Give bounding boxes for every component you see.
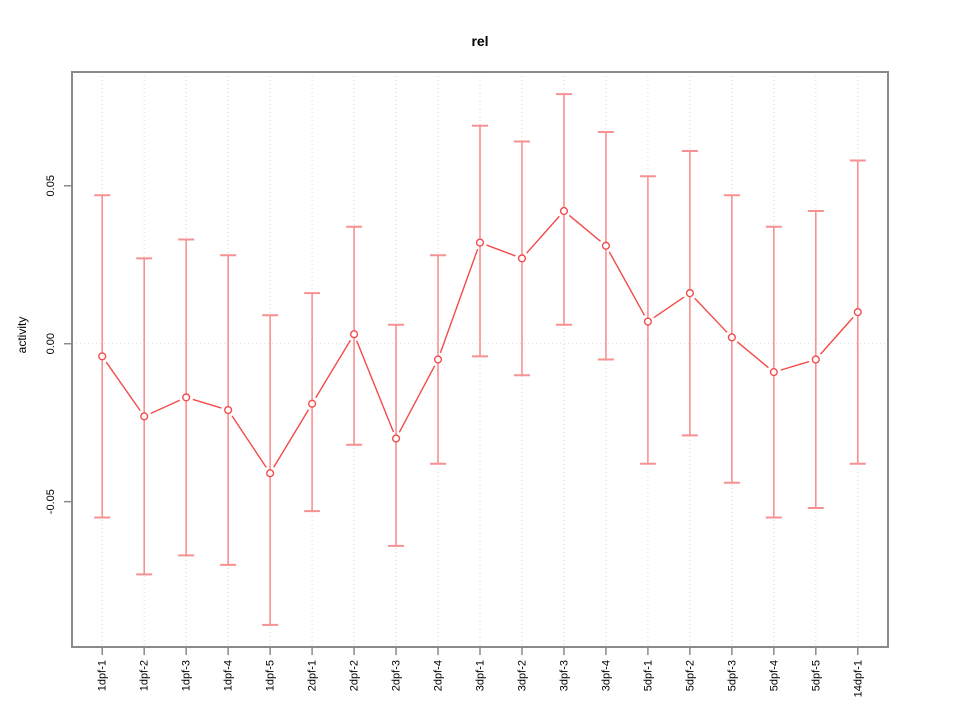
series-segment <box>192 398 222 409</box>
data-point <box>727 333 736 342</box>
data-point <box>769 368 778 377</box>
x-tick-label: 2dpf-3 <box>391 660 403 691</box>
x-tick-label: 1dpf-2 <box>139 660 151 691</box>
x-tick-label: 5dpf-2 <box>684 660 696 691</box>
data-point <box>182 393 191 402</box>
x-tick-label: 3dpf-3 <box>558 660 570 691</box>
x-tick-label: 1dpf-3 <box>181 660 193 691</box>
series-segment <box>150 399 181 415</box>
series-segment <box>526 215 560 254</box>
data-point <box>307 399 317 408</box>
y-tick-label: -0.05 <box>45 489 57 514</box>
x-tick-label: 1dpf-5 <box>265 660 277 691</box>
x-tick-label: 5dpf-1 <box>642 660 654 691</box>
series-segment <box>398 365 436 433</box>
series-segment <box>736 341 769 369</box>
series-segment <box>486 244 516 257</box>
x-tick-label: 2dpf-4 <box>433 660 445 691</box>
data-point <box>643 317 653 326</box>
x-tick-label: 14dpf-1 <box>852 660 864 697</box>
x-tick-label: 3dpf-4 <box>600 660 612 691</box>
x-tick-label: 3dpf-2 <box>516 660 528 691</box>
data-point <box>140 412 149 421</box>
data-point <box>475 238 485 247</box>
x-tick-label: 1dpf-4 <box>223 660 235 691</box>
data-point <box>98 352 107 361</box>
series-segment <box>439 248 479 354</box>
x-tick-label: 5dpf-4 <box>768 660 780 691</box>
data-point <box>811 355 820 364</box>
data-point <box>517 254 527 263</box>
y-tick-label: 0.00 <box>45 333 57 354</box>
data-point <box>433 355 443 364</box>
data-point <box>559 206 569 216</box>
x-tick-label: 3dpf-1 <box>475 660 487 691</box>
series-segment <box>608 251 646 316</box>
x-tick-label: 5dpf-3 <box>726 660 738 691</box>
data-point <box>266 469 275 478</box>
x-tick-label: 1dpf-1 <box>97 660 109 691</box>
x-tick-label: 2dpf-2 <box>349 660 361 691</box>
y-tick-label: 0.05 <box>45 175 57 196</box>
series-segment <box>780 360 810 371</box>
data-point <box>224 405 233 415</box>
x-tick-label: 2dpf-1 <box>307 660 319 691</box>
x-tick-label: 5dpf-5 <box>810 660 822 691</box>
series-segment <box>105 361 141 412</box>
series-segment <box>694 297 728 333</box>
series-segment <box>231 415 267 468</box>
data-point <box>601 241 611 250</box>
series-segment <box>356 340 395 433</box>
data-point <box>685 289 694 298</box>
data-point <box>349 330 359 339</box>
series-segment <box>819 316 854 355</box>
data-point <box>391 434 401 443</box>
data-point <box>853 308 862 317</box>
series-segment <box>315 339 352 399</box>
series-segment <box>273 409 310 468</box>
series-segment <box>568 214 601 242</box>
chart-title: rel <box>471 33 489 49</box>
series-segment <box>653 296 685 319</box>
